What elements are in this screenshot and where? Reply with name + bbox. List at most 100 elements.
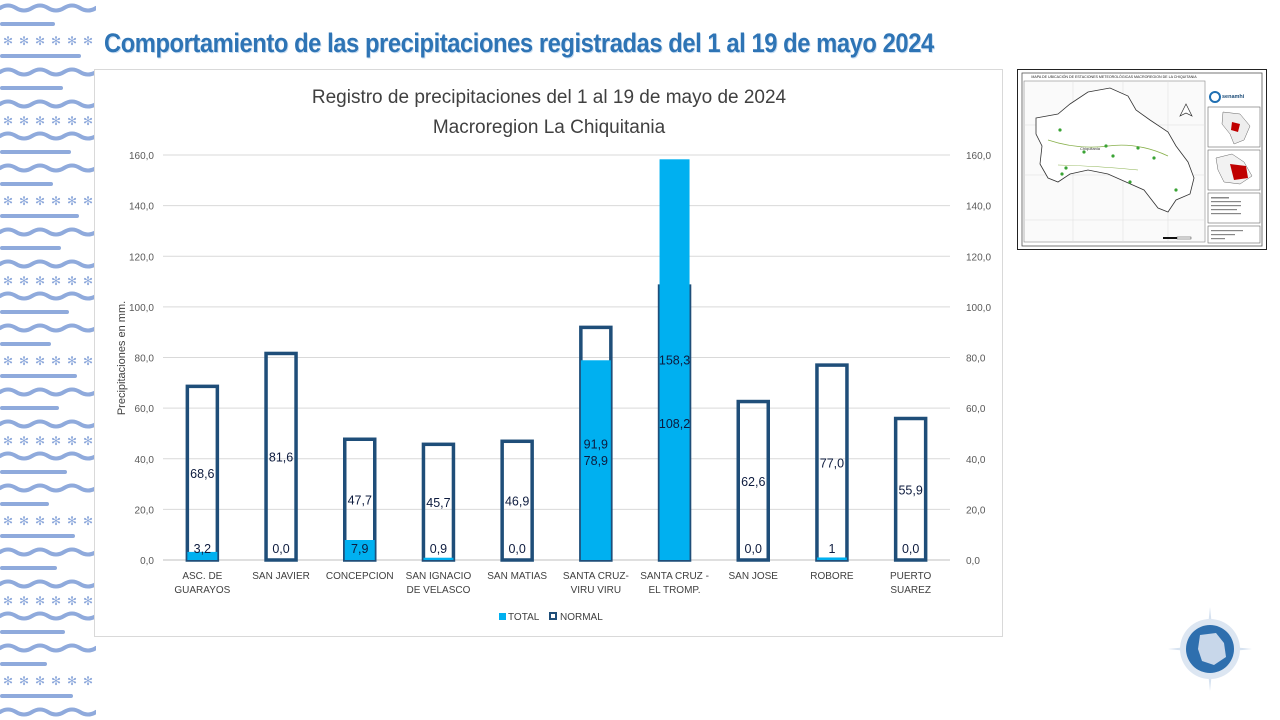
- y-tick-right: 160,0: [966, 151, 991, 162]
- chart-legend: TOTAL NORMAL: [499, 612, 603, 623]
- senamhi-logo-icon: [1209, 91, 1221, 103]
- y-tick-left: 140,0: [129, 202, 154, 213]
- total-bar: [659, 159, 690, 560]
- normal-bar: [500, 439, 534, 562]
- total-bar: [344, 540, 375, 560]
- compass-logo-icon: [1168, 607, 1252, 691]
- station-map: MAPA DE UBICACIÓN DE ESTACIONES METEOROL…: [1017, 69, 1267, 250]
- y-tick-right: 60,0: [966, 404, 986, 415]
- snowflake-icon: ✻: [67, 34, 77, 48]
- total-data-label: 0,9: [430, 542, 447, 556]
- snowflake-icon: ✻: [83, 674, 93, 688]
- snowflake-icon: ✻: [35, 114, 45, 128]
- region-outline-icon: [1035, 87, 1195, 213]
- snowflake-icon: ✻: [51, 434, 61, 448]
- chart-panel: Registro de precipitaciones del 1 al 19 …: [94, 69, 1003, 637]
- total-data-label: 0,0: [745, 542, 762, 556]
- precipitation-chart: Registro de precipitaciones del 1 al 19 …: [116, 87, 991, 623]
- total-data-label: 3,2: [194, 542, 211, 556]
- wave-line: [0, 547, 96, 557]
- total-data-label: 78,9: [584, 454, 608, 468]
- x-tick-label: SANTA CRUZ -: [640, 571, 709, 582]
- snowflake-icon: ✻: [83, 354, 93, 368]
- snowflake-icon: ✻: [35, 514, 45, 528]
- snowflake-icon: ✻: [35, 434, 45, 448]
- total-data-label: 7,9: [351, 542, 368, 556]
- map-brand: senamhi: [1222, 94, 1245, 100]
- map-title: MAPA DE UBICACIÓN DE ESTACIONES METEOROL…: [1031, 74, 1197, 79]
- snowflake-icon: ✻: [51, 594, 61, 608]
- y-tick-left: 80,0: [135, 354, 155, 365]
- wave-line: [0, 227, 96, 237]
- x-tick-label: SAN JAVIER: [252, 571, 310, 582]
- wave-line: [0, 291, 96, 301]
- decorative-pattern: ✻ ✻ ✻ ✻ ✻ ✻ ✻ ✻ ✻ ✻ ✻ ✻ ✻ ✻ ✻ ✻ ✻ ✻ ✻ ✻ ✻ ✻ ✻ ✻ ✻ ✻ ✻ ✻ ✻ ✻ ✻ ✻ ✻ ✻ ✻ ✻ ✻ ✻ ✻ ✻…: [0, 3, 96, 717]
- snowflake-icon: ✻: [51, 674, 61, 688]
- snowflake-icon: ✻: [3, 354, 13, 368]
- normal-data-label: 91,9: [584, 438, 608, 452]
- snowflake-icon: ✻: [35, 354, 45, 368]
- wave-line: [0, 611, 96, 621]
- snowflake-icon: ✻: [3, 114, 13, 128]
- x-tick-label: ROBORE: [810, 571, 854, 582]
- x-tick-label: ASC. DE: [182, 571, 222, 582]
- normal-data-label: 108,2: [659, 417, 690, 431]
- y-tick-left: 100,0: [129, 303, 154, 314]
- y-tick-left: 160,0: [129, 151, 154, 162]
- y-tick-right: 100,0: [966, 303, 991, 314]
- total-data-label: 158,3: [659, 354, 690, 368]
- wave-line: [0, 259, 96, 269]
- snowflake-icon: ✻: [67, 434, 77, 448]
- chart-title: Registro de precipitaciones del 1 al 19 …: [312, 87, 787, 108]
- y-tick-left: 120,0: [129, 252, 154, 263]
- x-tick-label: CONCEPCION: [326, 571, 394, 582]
- snowflake-icon: ✻: [19, 434, 29, 448]
- snowflake-icon: ✻: [83, 114, 93, 128]
- snowflake-icon: ✻: [3, 194, 13, 208]
- normal-data-label: 77,0: [820, 457, 844, 471]
- snowflake-icon: ✻: [51, 274, 61, 288]
- snowflake-icon: ✻: [67, 514, 77, 528]
- map-image: MAPA DE UBICACIÓN DE ESTACIONES METEOROL…: [1021, 72, 1263, 247]
- total-bar: [423, 557, 454, 560]
- snowflake-icon: ✻: [51, 354, 61, 368]
- normal-data-label: 46,9: [505, 495, 529, 509]
- y-tick-right: 140,0: [966, 202, 991, 213]
- snowflake-icon: ✻: [19, 194, 29, 208]
- snowflake-icon: ✻: [83, 434, 93, 448]
- wave-line: [0, 419, 96, 429]
- snowflake-icon: ✻: [3, 274, 13, 288]
- y-tick-left: 0,0: [140, 556, 154, 567]
- snowflake-icon: ✻: [35, 274, 45, 288]
- legend-swatch-normal: [549, 612, 557, 620]
- wave-line: [0, 323, 96, 333]
- normal-data-label: 45,7: [426, 496, 450, 510]
- snowflake-icon: ✻: [51, 194, 61, 208]
- y-tick-left: 20,0: [135, 505, 155, 516]
- snowflake-icon: ✻: [83, 34, 93, 48]
- map-region-label: Chiquitania: [1080, 146, 1101, 151]
- y-tick-right: 0,0: [966, 556, 980, 567]
- snowflake-icon: ✻: [19, 34, 29, 48]
- snowflake-icon: ✻: [19, 674, 29, 688]
- x-tick-label: SANTA CRUZ-: [563, 571, 629, 582]
- total-bar: [816, 557, 847, 560]
- x-tick-label: EL TROMP.: [649, 585, 701, 596]
- snowflake-icon: ✻: [35, 594, 45, 608]
- wave-line: [0, 67, 96, 77]
- legend-swatch-total: [499, 613, 506, 620]
- total-data-label: 0,0: [902, 542, 919, 556]
- normal-bar: [736, 399, 770, 562]
- chart-subtitle: Macroregion La Chiquitania: [433, 117, 666, 138]
- y-tick-left: 60,0: [135, 404, 155, 415]
- wave-line: [0, 131, 96, 141]
- snowflake-icon: ✻: [3, 594, 13, 608]
- wave-line: [0, 3, 96, 13]
- normal-bar: [264, 351, 298, 562]
- snowflake-icon: ✻: [67, 594, 77, 608]
- snowflake-icon: ✻: [19, 354, 29, 368]
- snowflake-icon: ✻: [3, 674, 13, 688]
- wave-line: [0, 579, 96, 589]
- snowflake-icon: ✻: [83, 514, 93, 528]
- snowflake-icon: ✻: [51, 34, 61, 48]
